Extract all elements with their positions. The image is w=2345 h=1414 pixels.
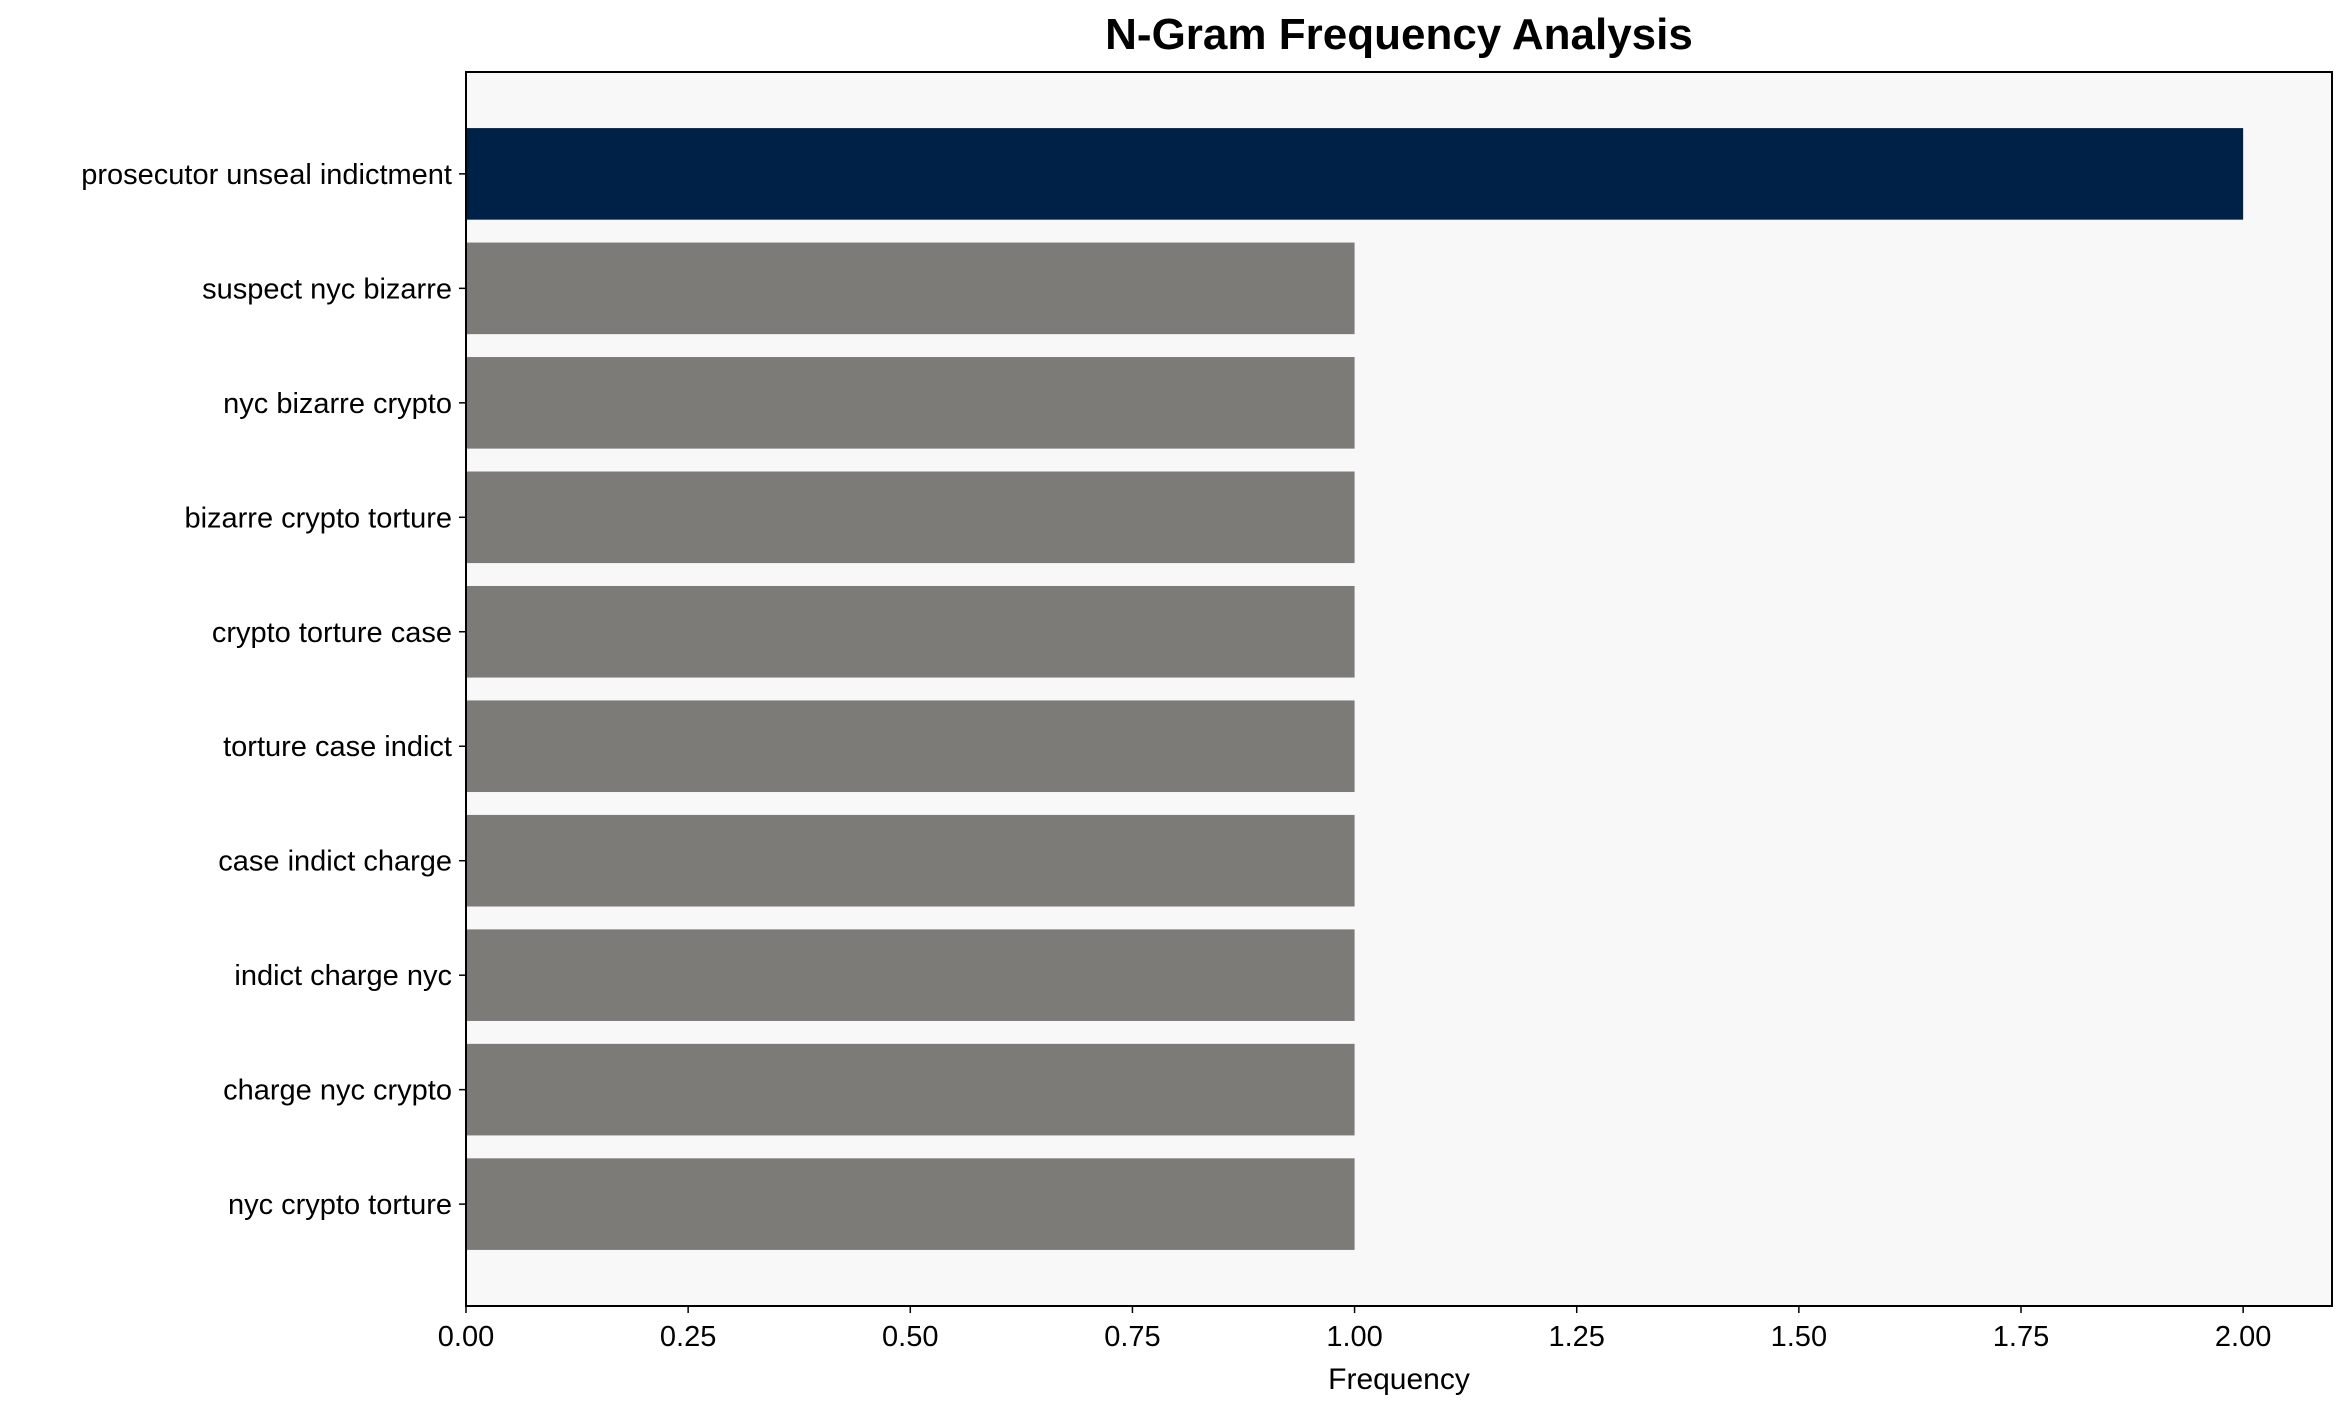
bar [466, 242, 1355, 335]
bar [466, 585, 1355, 678]
y-tick-label: nyc crypto torture [228, 1189, 452, 1221]
x-tick-label: 1.50 [1771, 1321, 1827, 1353]
y-tick-label: indict charge nyc [234, 960, 452, 992]
bar [466, 929, 1355, 1021]
x-tick-label: 0.50 [882, 1321, 938, 1353]
axes-frame [465, 71, 2333, 1307]
y-tick-label: case indict charge [218, 846, 452, 878]
x-tick-label: 0.00 [438, 1321, 494, 1353]
x-axis-label: Frequency [1328, 1363, 1470, 1396]
y-tick-label: bizarre crypto torture [184, 502, 452, 534]
y-tick-label: charge nyc crypto [223, 1075, 452, 1107]
x-tick-label: 2.00 [2215, 1321, 2271, 1353]
bar [466, 814, 1355, 907]
bar [466, 471, 1355, 564]
x-tick-label: 0.25 [660, 1321, 716, 1353]
x-tick-label: 1.00 [1326, 1321, 1382, 1353]
bar [466, 357, 1355, 449]
bar [466, 128, 2244, 220]
y-tick-label: torture case indict [223, 731, 452, 763]
x-tick-label: 1.25 [1548, 1321, 1604, 1353]
y-tick-label: nyc bizarre crypto [223, 388, 452, 420]
x-tick-label: 1.75 [1993, 1321, 2049, 1353]
bar [466, 700, 1355, 793]
x-tick-label: 0.75 [1104, 1321, 1160, 1353]
bar [466, 1043, 1355, 1136]
chart-title: N-Gram Frequency Analysis [1105, 10, 1693, 59]
y-tick-label: crypto torture case [212, 617, 452, 649]
y-tick-label: prosecutor unseal indictment [81, 159, 452, 191]
bar [466, 1158, 1355, 1250]
y-tick-label: suspect nyc bizarre [202, 273, 452, 305]
